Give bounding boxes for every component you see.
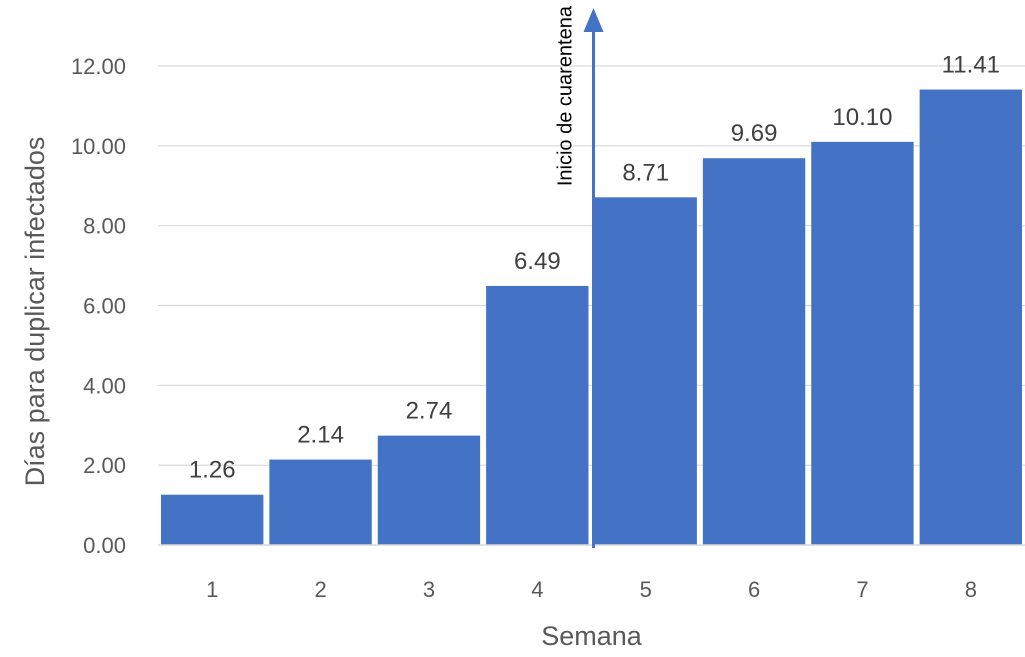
y-axis-title: Días para duplicar infectados xyxy=(20,137,50,487)
bar-data-label: 8.71 xyxy=(622,159,669,186)
bar xyxy=(702,158,806,545)
y-tick-label: 6.00 xyxy=(83,294,126,319)
x-tick-label: 2 xyxy=(314,577,326,602)
x-tick-label: 4 xyxy=(531,577,543,602)
data-labels: 1.26 2.14 2.74 6.49 8.71 9.69 10.10 11.41 xyxy=(189,52,1000,484)
x-axis-title: Semana xyxy=(541,621,643,651)
x-tick-label: 6 xyxy=(748,577,760,602)
x-tick-label: 8 xyxy=(965,577,977,602)
bar xyxy=(486,285,589,545)
bar-data-label: 2.14 xyxy=(297,422,344,449)
quarantine-label: Inicio de cuarentena xyxy=(555,5,577,186)
x-tick-label: 7 xyxy=(856,577,868,602)
bar-data-label: 2.74 xyxy=(406,398,453,425)
bar-data-label: 6.49 xyxy=(514,248,561,275)
y-axis-ticks: 0.00 2.00 4.00 6.00 8.00 10.00 12.00 xyxy=(71,54,126,558)
bar-data-label: 9.69 xyxy=(731,120,778,147)
bars xyxy=(161,89,1022,545)
y-tick-label: 2.00 xyxy=(83,453,126,478)
y-tick-label: 8.00 xyxy=(83,214,126,239)
bar-data-label: 1.26 xyxy=(189,457,236,484)
y-tick-label: 10.00 xyxy=(71,134,126,159)
y-tick-label: 4.00 xyxy=(83,373,126,398)
x-tick-label: 1 xyxy=(206,577,218,602)
x-tick-label: 5 xyxy=(640,577,652,602)
x-tick-label: 3 xyxy=(423,577,435,602)
bar xyxy=(269,459,372,545)
bar xyxy=(377,435,481,545)
quarantine-annotation: Inicio de cuarentena xyxy=(555,5,604,548)
y-tick-label: 12.00 xyxy=(71,54,126,79)
bar xyxy=(594,197,697,545)
quarantine-arrow-head xyxy=(583,8,604,32)
bar xyxy=(161,494,264,545)
x-axis-ticks: 1 2 3 4 5 6 7 8 xyxy=(206,577,977,602)
bar-data-label: 11.41 xyxy=(942,52,1000,79)
bar xyxy=(811,141,914,545)
y-tick-label: 0.00 xyxy=(83,533,126,558)
bar-data-label: 10.10 xyxy=(832,104,892,131)
bar xyxy=(919,89,1022,545)
